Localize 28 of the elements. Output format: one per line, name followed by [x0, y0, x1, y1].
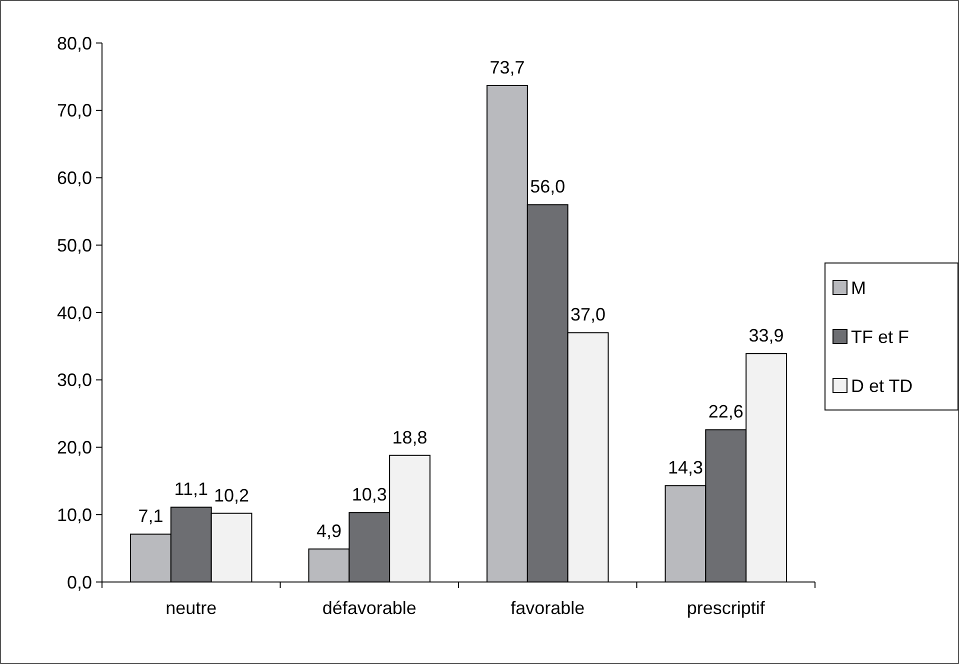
y-tick-label: 40,0 [56, 302, 92, 323]
data-label: 56,0 [530, 176, 566, 197]
data-label: 10,3 [352, 484, 387, 505]
y-tick-label: 80,0 [56, 33, 92, 54]
y-tick-label: 50,0 [56, 235, 92, 256]
data-label: 10,2 [214, 485, 250, 506]
legend-label: TF et F [851, 326, 910, 347]
data-label: 22,6 [708, 402, 744, 422]
legend-label: M [851, 278, 866, 298]
y-tick-label: 60,0 [56, 168, 92, 188]
x-tick-label: neutre [166, 598, 217, 618]
y-tick-label: 0,0 [66, 572, 92, 592]
y-tick-label: 70,0 [56, 100, 92, 121]
data-label: 7,1 [138, 506, 164, 526]
y-tick-label: 30,0 [56, 370, 92, 390]
x-tick-label: défavorable [322, 598, 416, 618]
y-tick-label: 20,0 [56, 438, 92, 458]
y-tick-label: 10,0 [56, 504, 92, 525]
x-tick-label: favorable [510, 598, 585, 618]
data-label: 18,8 [392, 427, 428, 448]
data-label: 33,9 [748, 326, 784, 346]
data-label: 73,7 [490, 57, 525, 78]
data-label: 4,9 [316, 520, 342, 541]
data-label: 14,3 [668, 458, 703, 478]
data-label: 37,0 [570, 304, 606, 325]
data-label: 11,1 [174, 479, 208, 500]
legend-label: D et TD [851, 376, 913, 396]
x-tick-label: prescriptif [686, 598, 766, 618]
